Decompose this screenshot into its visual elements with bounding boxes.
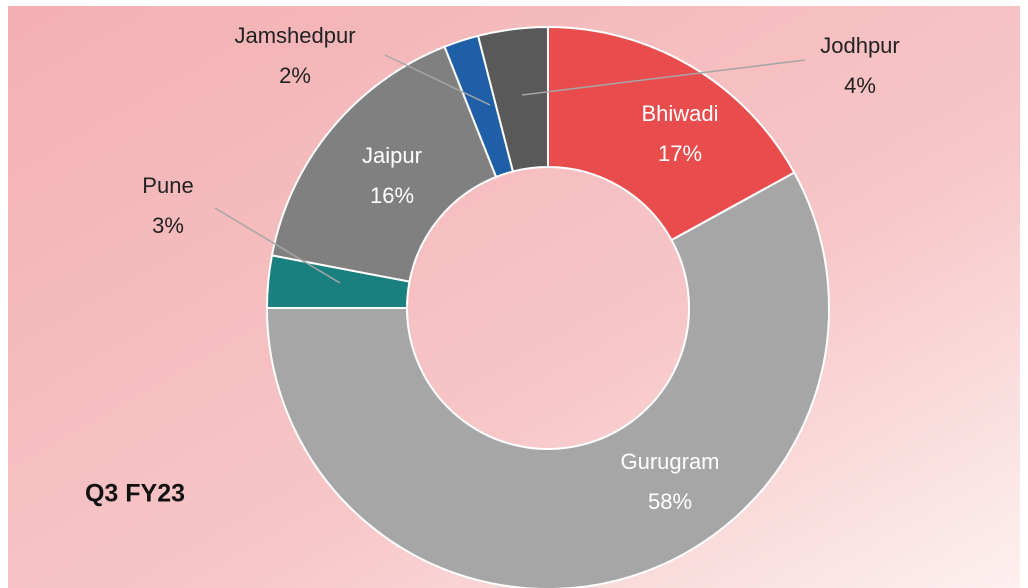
category-label: Jamshedpur	[234, 23, 355, 48]
value-label: 58%	[648, 489, 692, 514]
leader-line	[521, 59, 806, 96]
value-label: 17%	[658, 141, 702, 166]
category-label: Bhiwadi	[641, 101, 718, 126]
value-label: 2%	[279, 63, 311, 88]
chart-title: Q3 FY23	[85, 480, 185, 508]
leader-line	[384, 54, 491, 106]
category-label: Jodhpur	[820, 33, 900, 58]
donut-segment	[270, 45, 498, 283]
donut-segment	[265, 171, 830, 588]
category-label: Jaipur	[362, 143, 422, 168]
donut-segment	[547, 25, 796, 242]
value-label: 16%	[370, 183, 414, 208]
value-label: 4%	[844, 73, 876, 98]
category-label: Pune	[142, 173, 193, 198]
donut-segment	[476, 25, 549, 173]
category-label: Gurugram	[620, 449, 719, 474]
leader-line	[214, 207, 341, 284]
value-label: 3%	[152, 213, 184, 238]
